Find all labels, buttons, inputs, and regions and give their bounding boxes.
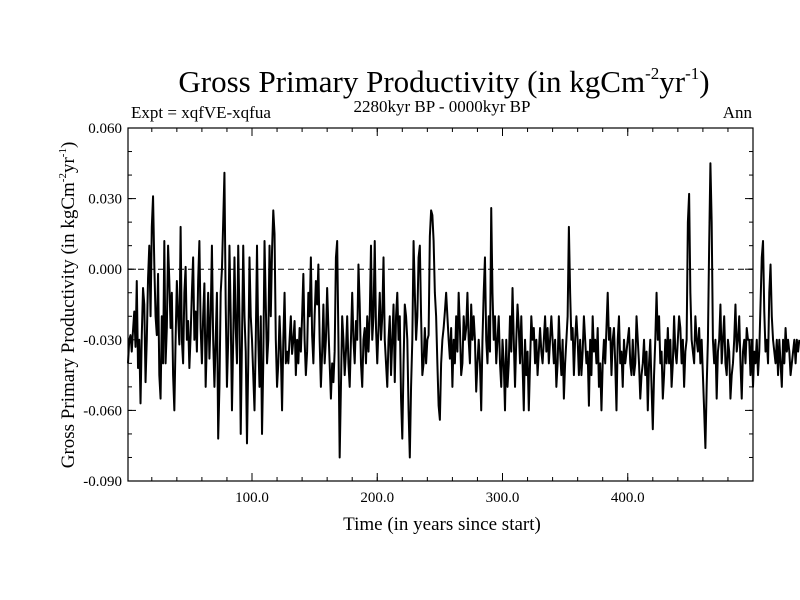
ylabel-exponent-2: -1 (57, 148, 69, 157)
ylabel-exponent-1: -2 (57, 173, 69, 182)
y-axis-label: Gross Primary Productivity (in kgCm-2yr-… (57, 142, 79, 469)
ylabel-main: Gross Primary Productivity (in kgCm (58, 182, 79, 468)
y-tick-label: 0.030 (88, 192, 122, 208)
title-main: Gross Primary Productivity (in kgCm (178, 64, 645, 99)
title-exponent-2: -1 (685, 64, 699, 83)
chart-title: Gross Primary Productivity (in kgCm-2yr-… (178, 64, 709, 99)
ylabel-close: ) (58, 142, 79, 148)
title-close: ) (699, 64, 709, 99)
ylabel-mid: yr (58, 157, 79, 174)
x-axis-label: Time (in years since start) (343, 514, 541, 535)
title-mid: yr (659, 64, 686, 99)
y-tick-label: -0.030 (83, 333, 122, 349)
season-label: Ann (723, 103, 753, 122)
plot-frame (127, 127, 754, 482)
y-tick-label: -0.060 (83, 403, 122, 419)
series-group (127, 162, 800, 459)
series-line-gpp-anomaly (127, 162, 800, 459)
x-tick-label: 400.0 (611, 490, 645, 506)
axis-ticks (128, 127, 754, 482)
x-tick-label: 300.0 (486, 490, 520, 506)
x-tick-labels: 100.0 200.0 300.0 400.0 (235, 490, 645, 506)
y-tick-label: 0.060 (88, 121, 122, 137)
expt-label: Expt = xqfVE-xqfua (131, 103, 271, 122)
x-tick-label: 200.0 (360, 490, 394, 506)
y-tick-label: -0.090 (83, 474, 122, 490)
y-tick-label: 0.000 (88, 262, 122, 278)
x-tick-label: 100.0 (235, 490, 269, 506)
title-exponent-1: -2 (645, 64, 659, 83)
y-tick-labels: -0.090 -0.060 -0.030 0.000 0.030 0.060 (83, 121, 122, 490)
chart-subtitle: 2280kyr BP - 0000kyr BP (354, 97, 531, 116)
